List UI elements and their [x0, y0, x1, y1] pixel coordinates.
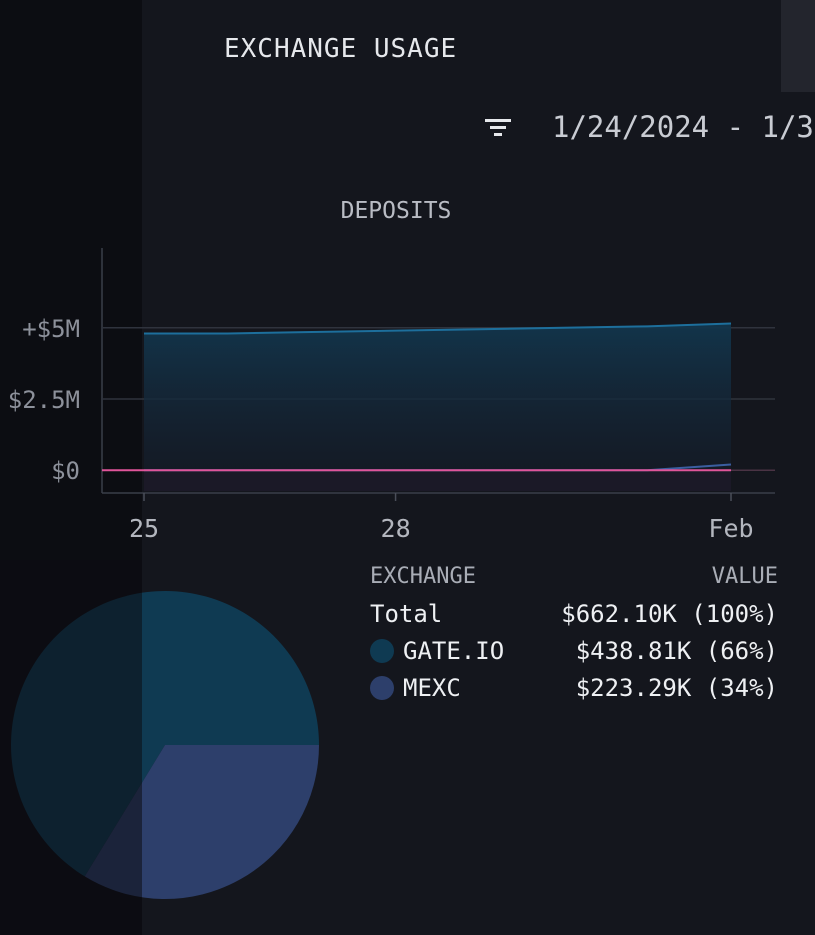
- gate-io-swatch: [370, 638, 394, 663]
- legend-header: EXCHANGE VALUE: [370, 564, 778, 589]
- y-tick-label: $2.5M: [8, 386, 80, 414]
- gate-io-value: $438.81K (66%): [575, 636, 778, 665]
- legend-row-mexc[interactable]: MEXC $223.29K (34%): [370, 669, 778, 706]
- deposits-series-line: [144, 322, 732, 335]
- filter-icon[interactable]: [484, 117, 512, 139]
- total-label: Total: [370, 599, 443, 628]
- chart-title: DEPOSITS: [341, 198, 452, 224]
- legend-header-value: VALUE: [711, 564, 778, 589]
- x-tick-label: Feb: [708, 514, 753, 543]
- mexc-label: MEXC: [403, 673, 461, 702]
- top-right-panel: [781, 0, 815, 92]
- pie-shade-overlay: [0, 560, 142, 935]
- pie-slice-mexc: [84, 745, 319, 900]
- x-tick-label: 25: [129, 514, 159, 543]
- legend-row-total: Total $662.10K (100%): [370, 595, 778, 632]
- legend-header-exchange: EXCHANGE: [370, 564, 476, 589]
- exchange-legend-table: EXCHANGE VALUE Total $662.10K (100%) GAT…: [370, 564, 778, 706]
- page-title: EXCHANGE USAGE: [224, 34, 458, 64]
- legend-row-gate-io[interactable]: GATE.IO $438.81K (66%): [370, 632, 778, 669]
- mexc-value: $223.29K (34%): [575, 673, 778, 702]
- date-range-picker[interactable]: 1/24/2024 - 1/3: [552, 110, 814, 144]
- deposits-area-fill: [144, 323, 731, 471]
- x-tick-label: 28: [381, 514, 411, 543]
- y-tick-label: +$5M: [22, 315, 80, 343]
- total-value: $662.10K (100%): [561, 599, 778, 628]
- mexc-swatch: [370, 675, 394, 700]
- y-tick-label: $0: [51, 457, 80, 485]
- gate-io-label: GATE.IO: [403, 636, 505, 665]
- below-zero-band: [144, 470, 731, 491]
